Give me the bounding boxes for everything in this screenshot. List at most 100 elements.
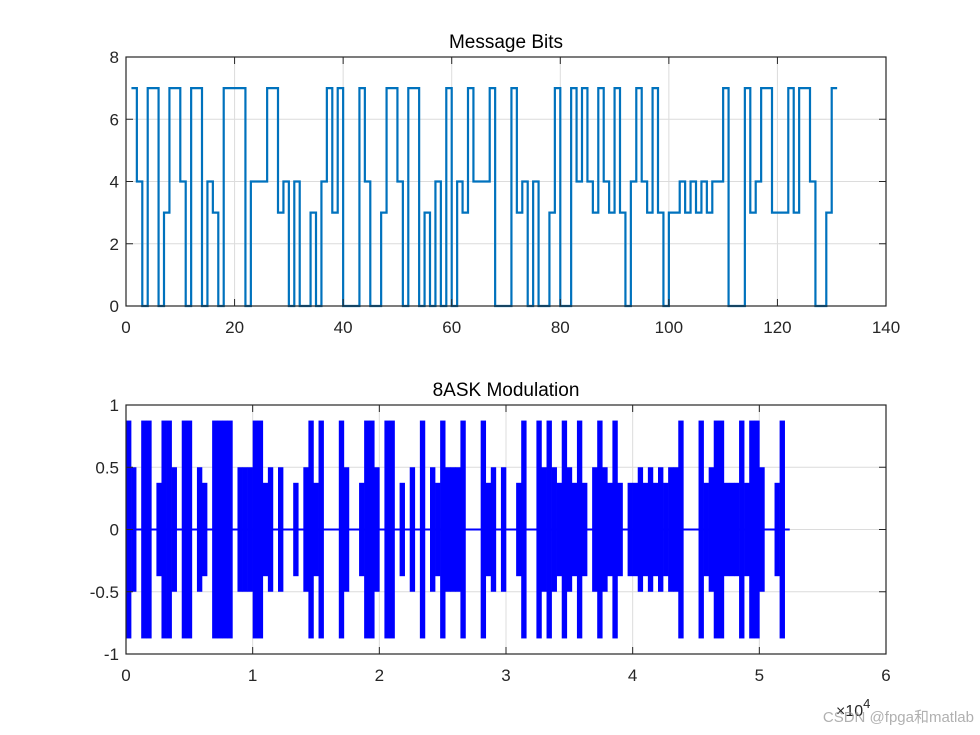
symbol-burst bbox=[485, 482, 492, 577]
symbol-burst bbox=[500, 467, 507, 592]
x-tick-label: 80 bbox=[551, 318, 570, 337]
symbol-burst bbox=[146, 420, 152, 639]
x-tick-label: 100 bbox=[655, 318, 683, 337]
symbol-burst bbox=[678, 420, 684, 639]
y-tick-label: 0 bbox=[110, 521, 119, 540]
symbol-burst bbox=[343, 467, 350, 592]
x-tick-label: 5 bbox=[755, 666, 764, 685]
symbol-burst bbox=[303, 467, 309, 592]
symbol-burst bbox=[673, 467, 679, 592]
x-tick-label: 2 bbox=[375, 666, 384, 685]
symbol-burst bbox=[571, 482, 578, 577]
symbol-burst bbox=[607, 482, 613, 577]
symbol-burst bbox=[338, 420, 345, 639]
ask-modulation-ticks: 0 1 2 3 4 5 6 -1 -0.5 0 0.5 1 bbox=[90, 396, 891, 685]
symbol-burst bbox=[237, 467, 243, 592]
symbol-burst bbox=[668, 467, 674, 592]
symbol-burst bbox=[217, 420, 223, 639]
symbol-burst bbox=[181, 420, 188, 639]
symbol-burst bbox=[597, 420, 603, 639]
symbol-burst bbox=[308, 420, 314, 639]
symbol-burst bbox=[652, 482, 659, 577]
symbol-burst bbox=[384, 420, 390, 639]
y-tick-label: -0.5 bbox=[90, 583, 119, 602]
symbol-burst bbox=[374, 467, 380, 592]
x-tick-label: 60 bbox=[442, 318, 461, 337]
symbol-burst bbox=[359, 482, 365, 577]
symbol-burst bbox=[582, 482, 588, 577]
symbol-burst bbox=[744, 482, 750, 577]
symbol-burst bbox=[369, 420, 375, 639]
symbol-burst bbox=[161, 420, 167, 639]
symbol-burst bbox=[445, 467, 451, 592]
message-bits-axes: 0 20 40 60 80 100 120 140 0 2 4 6 8 Message Bits bbox=[110, 32, 901, 337]
symbol-burst bbox=[774, 482, 780, 577]
symbol-burst bbox=[460, 420, 466, 639]
symbol-burst bbox=[242, 467, 248, 592]
symbol-burst bbox=[435, 482, 441, 577]
symbol-burst bbox=[212, 420, 218, 639]
x-tick-label: 3 bbox=[501, 666, 510, 685]
symbol-burst bbox=[202, 482, 208, 577]
x-tick-label: 0 bbox=[121, 318, 130, 337]
y-tick-label: 2 bbox=[110, 235, 119, 254]
symbol-burst bbox=[708, 467, 715, 592]
symbol-burst bbox=[262, 482, 269, 577]
symbol-burst bbox=[647, 467, 654, 592]
symbol-burst bbox=[278, 467, 284, 592]
symbol-burst bbox=[779, 420, 785, 639]
x-tick-label: 40 bbox=[334, 318, 353, 337]
symbol-burst bbox=[734, 482, 740, 577]
symbol-burst bbox=[227, 420, 233, 639]
symbol-burst bbox=[551, 467, 557, 592]
symbol-burst bbox=[490, 467, 497, 592]
y-tick-label: -1 bbox=[104, 645, 119, 664]
symbol-burst bbox=[364, 420, 370, 639]
symbol-burst bbox=[536, 420, 542, 639]
symbol-burst bbox=[723, 482, 730, 577]
message-bits-stairs-line bbox=[131, 87, 838, 308]
symbol-burst bbox=[409, 467, 416, 592]
symbol-burst bbox=[419, 420, 426, 639]
symbol-burst bbox=[541, 467, 547, 592]
symbol-burst bbox=[521, 420, 527, 639]
x-tick-label: 20 bbox=[225, 318, 244, 337]
symbol-burst bbox=[186, 420, 193, 639]
symbol-burst bbox=[713, 420, 720, 639]
y-tick-label: 4 bbox=[110, 173, 119, 192]
symbol-burst bbox=[728, 482, 735, 577]
symbol-burst bbox=[718, 420, 725, 639]
symbol-burst bbox=[546, 420, 552, 639]
x-tick-label: 1 bbox=[248, 666, 257, 685]
symbol-burst bbox=[480, 420, 487, 639]
symbol-burst bbox=[632, 482, 639, 577]
symbol-burst bbox=[749, 420, 755, 639]
symbol-burst bbox=[516, 482, 522, 577]
symbol-burst bbox=[612, 420, 618, 639]
y-tick-label: 1 bbox=[110, 396, 119, 415]
symbol-burst bbox=[318, 420, 324, 639]
y-tick-label: 8 bbox=[110, 48, 119, 67]
ask-modulation-axes: 0 1 2 3 4 5 6-1-0.500.51 8ASK Modulation ×104 bbox=[90, 380, 891, 720]
symbol-burst bbox=[430, 467, 436, 592]
exponent-power: 4 bbox=[863, 696, 870, 711]
x-tick-label: 4 bbox=[628, 666, 637, 685]
y-tick-label: 6 bbox=[110, 110, 119, 129]
x-tick-label: 0 bbox=[121, 666, 130, 685]
symbol-burst bbox=[389, 420, 395, 639]
symbol-burst bbox=[131, 467, 137, 592]
watermark: CSDN @fpga和matlab bbox=[822, 709, 974, 726]
symbol-burst bbox=[166, 420, 172, 639]
symbol-burst bbox=[566, 467, 573, 592]
ask-modulation-signal bbox=[126, 420, 790, 639]
symbol-burst bbox=[267, 467, 274, 592]
symbol-burst bbox=[313, 482, 319, 577]
symbol-burst bbox=[642, 482, 649, 577]
exponent-base: ×10 bbox=[836, 703, 863, 720]
symbol-burst bbox=[627, 482, 633, 577]
y-tick-label: 0.5 bbox=[95, 458, 119, 477]
symbol-burst bbox=[739, 420, 745, 639]
symbol-burst bbox=[637, 467, 644, 592]
symbol-burst bbox=[440, 420, 446, 639]
symbol-burst bbox=[293, 482, 299, 577]
